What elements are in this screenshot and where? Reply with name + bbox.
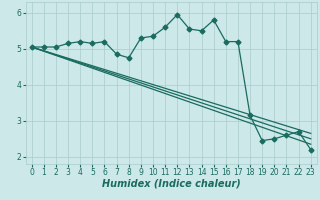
X-axis label: Humidex (Indice chaleur): Humidex (Indice chaleur) <box>102 179 241 189</box>
